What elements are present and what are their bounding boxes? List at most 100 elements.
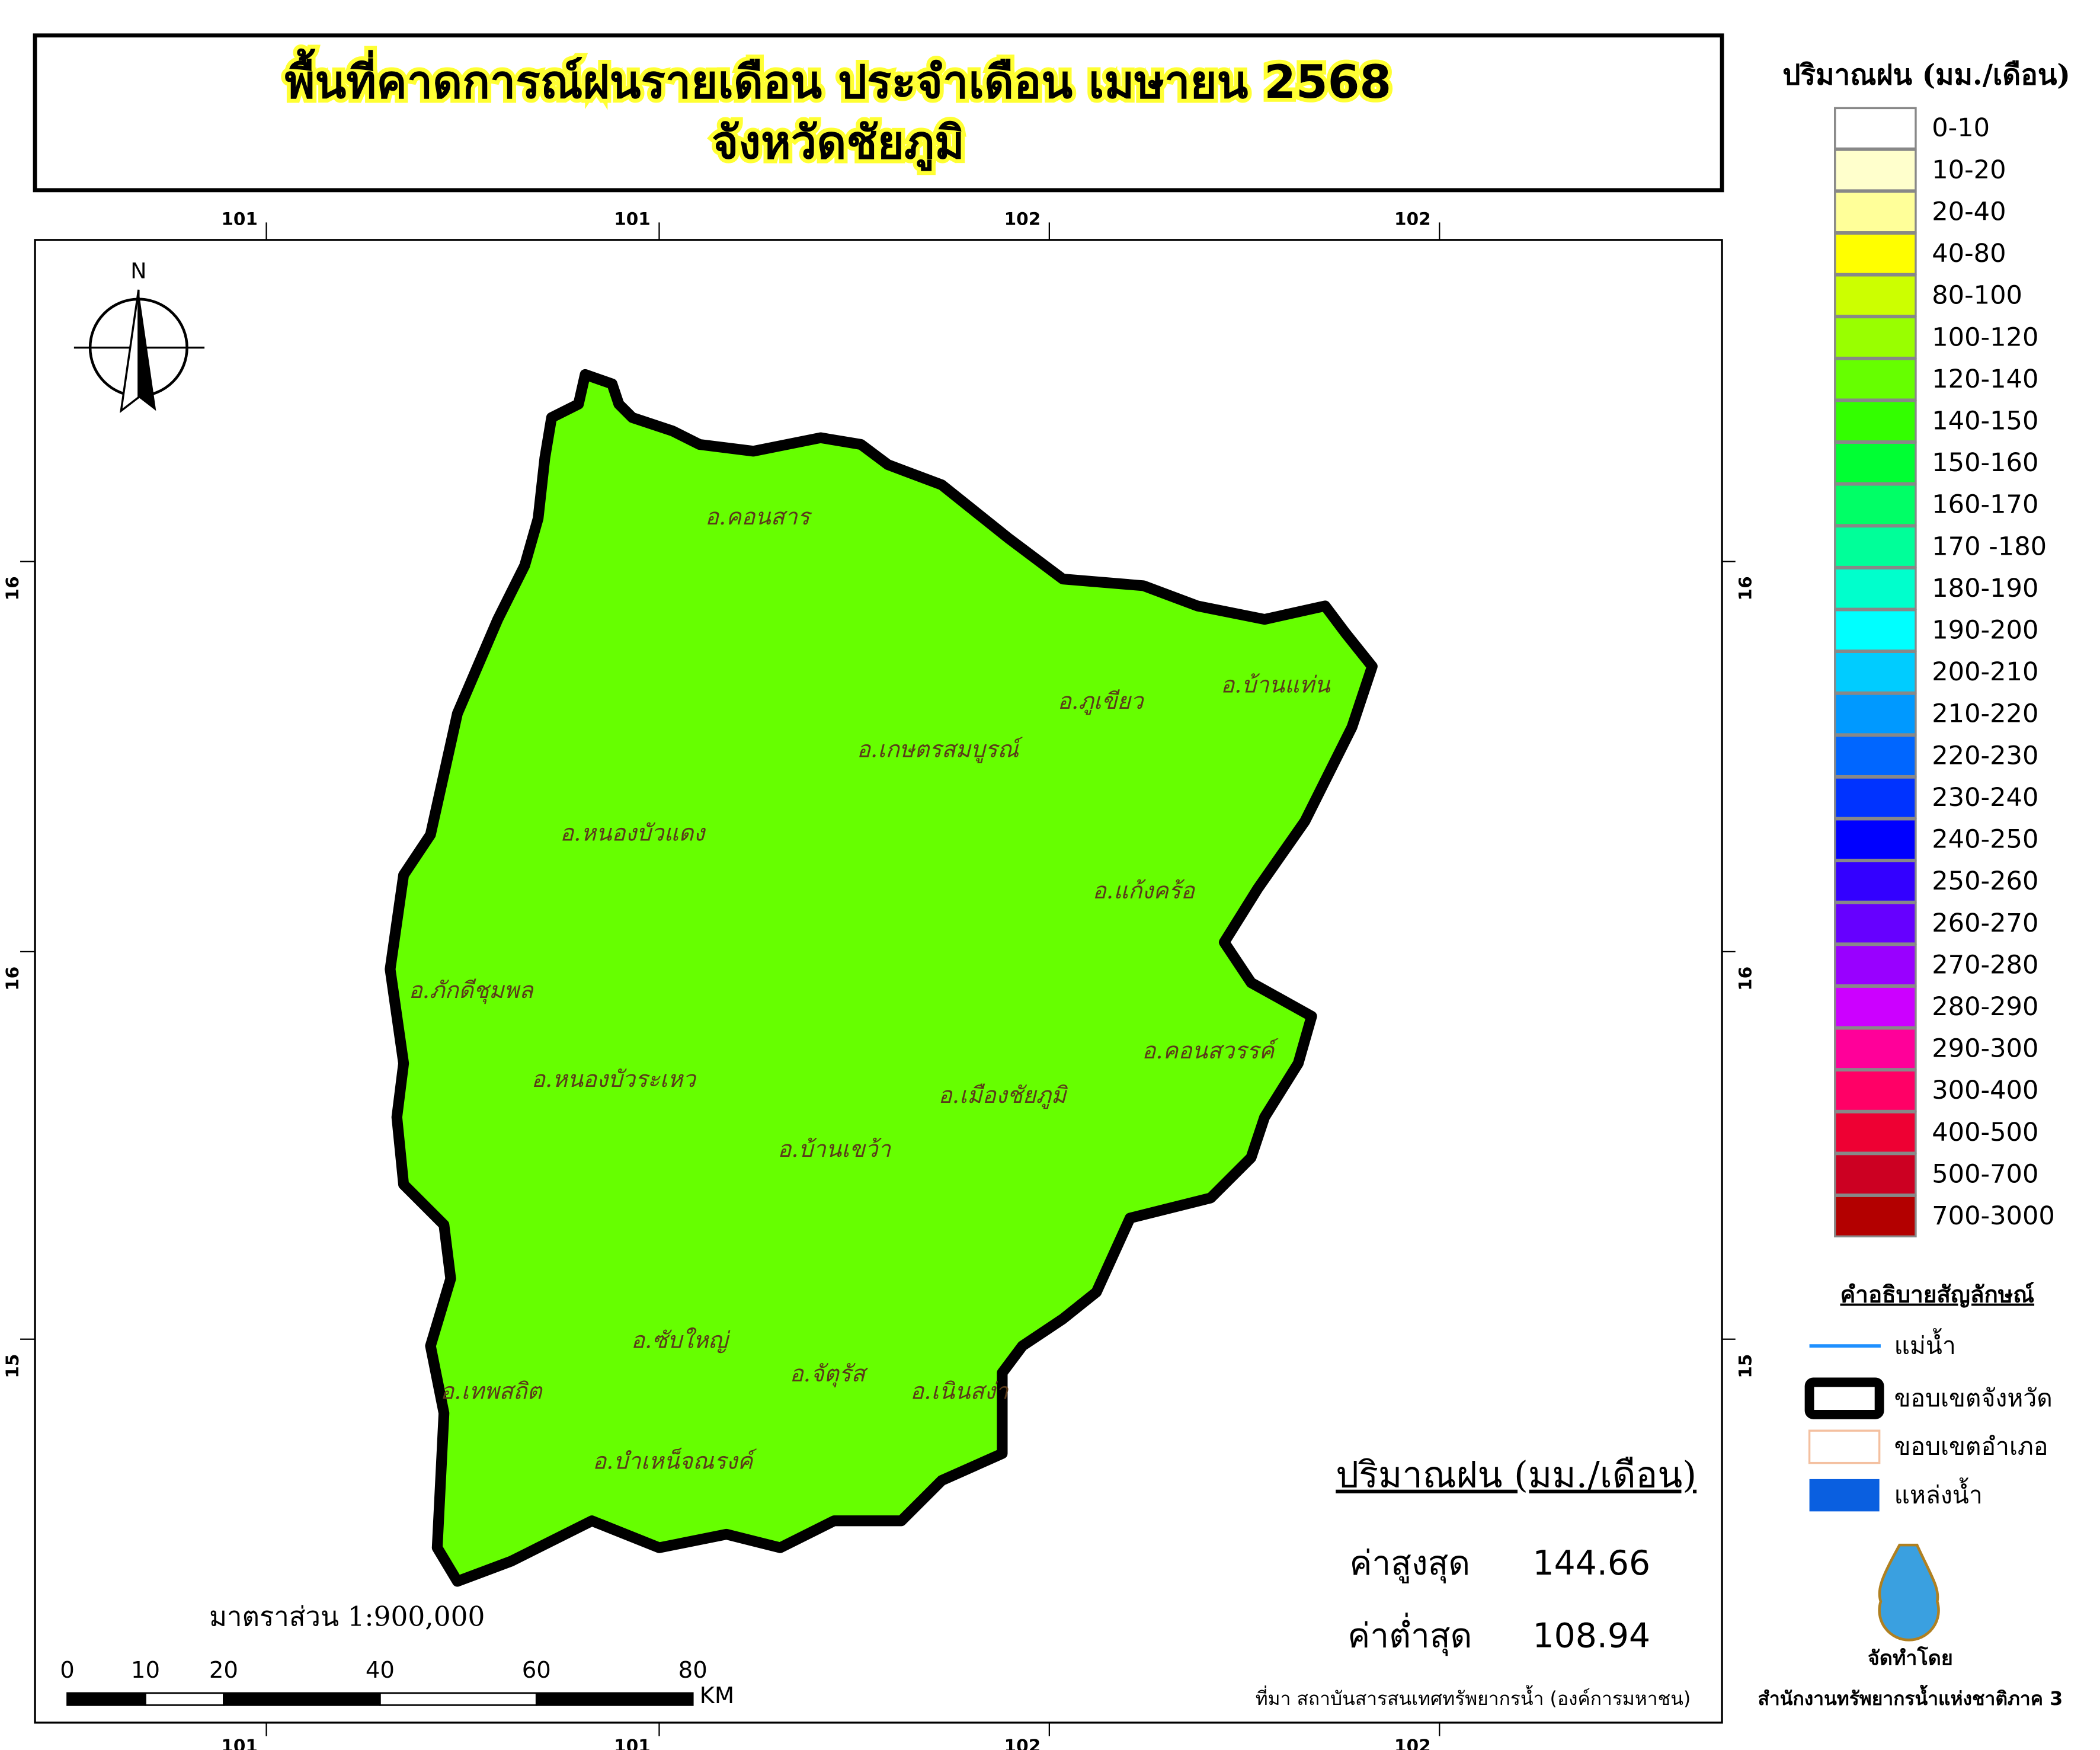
made-by: จัดทำโดย bbox=[1868, 1646, 1953, 1671]
legend-label: 250-260 bbox=[1932, 866, 2038, 896]
legend-label: 300-400 bbox=[1932, 1076, 2038, 1105]
scale-tick-label: 0 bbox=[60, 1657, 75, 1684]
district-label: อ.เนินสง่า bbox=[910, 1378, 1009, 1405]
grid-label: 16 bbox=[2, 967, 23, 991]
legend-label: 260-270 bbox=[1932, 908, 2038, 938]
district-label: อ.ภูเขียว bbox=[1058, 688, 1145, 715]
scale-text: มาตราส่วน 1:900,000 bbox=[209, 1601, 485, 1632]
symbol-district bbox=[1808, 1429, 1881, 1464]
district-label: อ.ภักดีชุมพล bbox=[409, 977, 534, 1004]
legend-label: 220-230 bbox=[1932, 741, 2038, 770]
legend-swatch bbox=[1834, 818, 1917, 861]
logo bbox=[1878, 1543, 1940, 1642]
district-label: อ.คอนสาร bbox=[705, 504, 812, 530]
legend-label: 230-240 bbox=[1932, 783, 2038, 812]
legend-swatch bbox=[1834, 609, 1917, 652]
symbol-label: ขอบเขตจังหวัด bbox=[1894, 1384, 2053, 1412]
scale-unit: KM bbox=[700, 1682, 735, 1709]
legend-swatch bbox=[1834, 567, 1917, 610]
legend-label: 140-150 bbox=[1932, 406, 2038, 436]
legend-swatch bbox=[1834, 986, 1917, 1028]
stats-value: 144.66 bbox=[1533, 1544, 1651, 1583]
district-label: อ.เทพสถิต bbox=[440, 1378, 543, 1405]
province bbox=[390, 375, 1372, 1581]
north-label: N bbox=[130, 258, 146, 283]
symbol-label: แม่น้ำ bbox=[1894, 1327, 1956, 1359]
legend-swatch bbox=[1834, 1153, 1917, 1196]
legend-label: 80-100 bbox=[1932, 281, 2022, 311]
district-label: อ.บำเหน็จณรงค์ bbox=[593, 1448, 757, 1475]
legend-label: 210-220 bbox=[1932, 699, 2038, 729]
grid-label: 16 bbox=[1735, 576, 1755, 600]
grid-label: 16 bbox=[2, 576, 23, 600]
legend-label: 10-20 bbox=[1932, 155, 2006, 185]
grid-label: 101 bbox=[614, 1736, 651, 1750]
legend-swatch bbox=[1834, 860, 1917, 903]
symbol-title: คำอธิบายสัญลักษณ์ bbox=[1840, 1282, 2035, 1308]
district-label: อ.ซับใหญ่ bbox=[631, 1327, 731, 1354]
scale-segment bbox=[223, 1692, 381, 1706]
legend-swatch bbox=[1834, 107, 1917, 150]
scale-tick-label: 60 bbox=[522, 1657, 551, 1684]
district-label: อ.บ้านเขว้า bbox=[777, 1136, 891, 1163]
title: จังหวัดชัยภูมิ bbox=[712, 116, 965, 171]
stats-title: ปริมาณฝน (มม./เดือน) bbox=[1336, 1454, 1696, 1496]
legend-label: 500-700 bbox=[1932, 1159, 2038, 1189]
legend-swatch bbox=[1834, 693, 1917, 735]
legend-label: 280-290 bbox=[1932, 992, 2038, 1022]
title-frame bbox=[33, 33, 1724, 193]
stats-label: ค่าสูงสุด bbox=[1349, 1544, 1470, 1583]
grid-label: 102 bbox=[1394, 1736, 1431, 1750]
symbol-label: ขอบเขตอำเภอ bbox=[1894, 1432, 2048, 1461]
district-label: อ.คอนสวรรค์ bbox=[1142, 1038, 1279, 1064]
legend-label: 180-190 bbox=[1932, 574, 2038, 603]
district-label: อ.หนองบัวแดง bbox=[560, 820, 706, 846]
legend-label: 40-80 bbox=[1932, 239, 2006, 268]
symbol-water bbox=[1809, 1479, 1880, 1512]
grid-label: 101 bbox=[221, 209, 258, 229]
scale-tick-label: 40 bbox=[366, 1657, 395, 1684]
district-label: อ.จัตุรัส bbox=[790, 1361, 869, 1388]
legend-swatch bbox=[1834, 316, 1917, 359]
legend-swatch bbox=[1834, 232, 1917, 276]
legend-label: 160-170 bbox=[1932, 490, 2038, 520]
district-label: อ.บ้านแท่น bbox=[1221, 672, 1331, 699]
stats-label: ค่าต่ำสุด bbox=[1347, 1613, 1472, 1656]
legend-label: 100-120 bbox=[1932, 322, 2038, 352]
grid-label: 101 bbox=[614, 209, 651, 229]
legend-swatch bbox=[1834, 734, 1917, 778]
office: สำนักงานทรัพยากรน้ำแห่งชาติภาค 3 bbox=[1758, 1684, 2063, 1710]
legend-label: 700-3000 bbox=[1932, 1201, 2055, 1231]
legend-label: 150-160 bbox=[1932, 448, 2038, 478]
legend-label: 120-140 bbox=[1932, 364, 2038, 394]
grid-label: 16 bbox=[1735, 967, 1755, 991]
title: พื้นที่คาดการณ์ฝนรายเดือน ประจำเดือน เมษ… bbox=[285, 48, 1391, 109]
scale-segment bbox=[145, 1692, 225, 1706]
legend-label: 190-200 bbox=[1932, 616, 2038, 645]
legend-swatch bbox=[1834, 1195, 1917, 1238]
scale-segment bbox=[66, 1692, 146, 1706]
legend-label: 20-40 bbox=[1932, 197, 2006, 226]
legend-swatch bbox=[1834, 274, 1917, 317]
legend-swatch bbox=[1834, 358, 1917, 401]
legend-swatch bbox=[1834, 943, 1917, 987]
grid-label: 101 bbox=[221, 1736, 258, 1750]
district-label: อ.แก้งคร้อ bbox=[1093, 878, 1196, 904]
legend-swatch bbox=[1834, 1028, 1917, 1070]
legend-label: 240-250 bbox=[1932, 825, 2038, 855]
legend-swatch bbox=[1834, 525, 1917, 568]
legend-swatch bbox=[1834, 190, 1917, 233]
grid-label: 102 bbox=[1004, 209, 1041, 229]
symbol-label: แหล่งน้ำ bbox=[1894, 1477, 1983, 1509]
legend-label: 270-280 bbox=[1932, 950, 2038, 980]
legend-swatch bbox=[1834, 149, 1917, 191]
grid-label: 15 bbox=[1735, 1354, 1755, 1378]
district-label: อ.เกษตรสมบูรณ์ bbox=[857, 737, 1023, 764]
district-label: อ.หนองบัวระเหว bbox=[532, 1066, 697, 1093]
scale-tick-label: 10 bbox=[131, 1657, 160, 1684]
legend-label: 170 -180 bbox=[1932, 532, 2047, 561]
scale-segment bbox=[535, 1692, 694, 1706]
legend-label: 0-10 bbox=[1932, 113, 1990, 143]
